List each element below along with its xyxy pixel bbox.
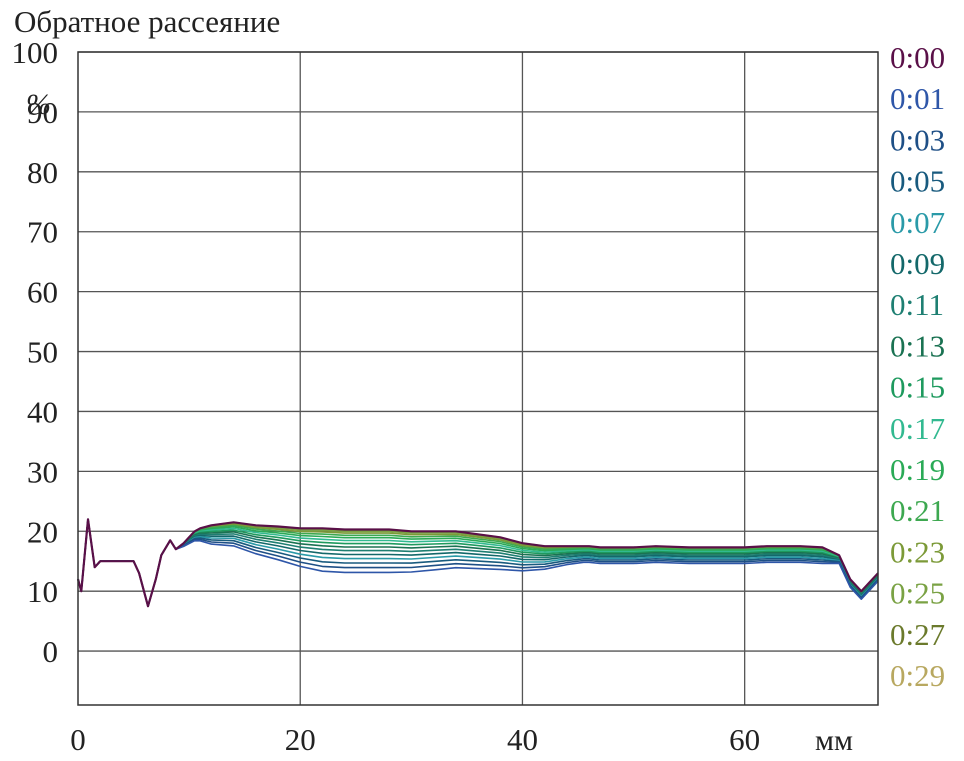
series-lines [76,518,879,608]
x-tick-label: 20 [285,722,316,757]
legend-entry: 0:15 [890,370,945,405]
legend-entry: 0:09 [890,246,945,281]
y-tick-label: 0 [43,634,59,669]
y-tick-label: 50 [27,335,58,370]
y-tick-label: 40 [27,394,58,429]
x-tick-labels: 0 20 40 60 [70,722,760,757]
legend-entry: 0:00 [890,40,945,75]
y-tick-label: 20 [27,514,58,549]
legend-entry: 0:01 [890,81,945,116]
y-tick-labels: 0 10 20 30 40 50 60 70 80 90 100 [12,35,59,669]
y-tick-label: 70 [27,215,58,250]
y-tick-label: 90 [27,95,58,130]
series-line [76,518,879,608]
legend-entry: 0:03 [890,122,945,157]
x-axis-label: мм [815,724,853,757]
x-tick-label: 60 [729,722,760,757]
legend-entry: 0:29 [890,658,945,693]
legend-entry: 0:11 [890,287,944,322]
legend-entry: 0:23 [890,534,945,569]
legend-entry: 0:05 [890,164,945,199]
legend-entry: 0:19 [890,452,945,487]
y-tick-label: 80 [27,155,58,190]
chart-title: Обратное рассеяние [14,4,280,39]
y-tick-label: 100 [12,35,59,70]
legend-entry: 0:07 [890,205,945,240]
y-axis-label: % [26,88,51,121]
plot-frame [77,51,879,706]
legend-entry: 0:13 [890,328,945,363]
y-tick-label: 30 [27,454,58,489]
x-tick-label: 40 [507,722,538,757]
grid [78,51,878,705]
y-tick-label: 60 [27,275,58,310]
y-tick-label: 10 [27,574,58,609]
legend: 0:00 0:01 0:03 0:05 0:07 0:09 0:11 0:13 0:15 0:17… [890,40,945,693]
legend-entry: 0:27 [890,617,945,652]
legend-entry: 0:25 [890,576,945,611]
legend-entry: 0:21 [890,493,945,528]
x-tick-label: 0 [70,722,86,757]
legend-entry: 0:17 [890,411,945,446]
